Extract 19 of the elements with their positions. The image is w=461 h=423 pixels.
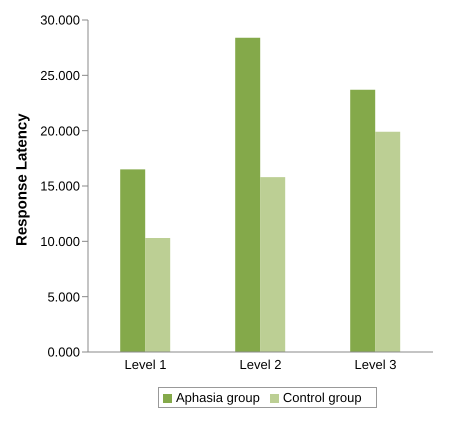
- y-tick-label: 25.000: [40, 68, 80, 83]
- bar: [260, 177, 286, 352]
- y-axis-title: Response Latency: [13, 112, 30, 246]
- y-tick-label: 0.000: [47, 344, 80, 360]
- y-tick-label: 30.000: [40, 12, 80, 28]
- y-tick-label: 20.000: [40, 123, 80, 138]
- bar: [235, 38, 260, 352]
- x-tick-label: Level 2: [240, 357, 282, 372]
- x-tick-label: Level 1: [124, 357, 166, 372]
- y-tick-label: 5.000: [47, 289, 80, 304]
- legend-label: Aphasia group: [176, 390, 260, 405]
- bar: [120, 169, 146, 352]
- bar: [375, 132, 400, 352]
- bar: [350, 90, 376, 352]
- legend-label: Control group: [282, 390, 362, 405]
- bar: [145, 238, 170, 352]
- y-tick-label: 10.000: [40, 234, 80, 249]
- y-tick-label: 15.000: [40, 178, 80, 194]
- x-tick-label: Level 3: [354, 357, 396, 372]
